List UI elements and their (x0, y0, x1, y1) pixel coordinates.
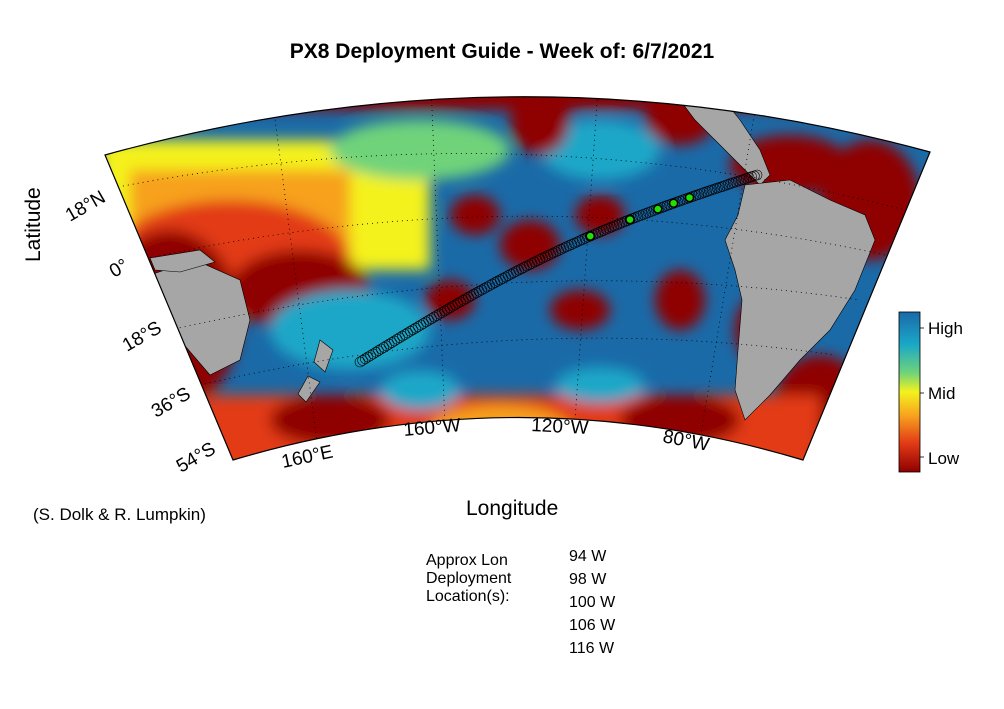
track-marker (457, 294, 469, 306)
deployment-marker (625, 214, 635, 225)
colorbar-label-mid: Mid (928, 384, 955, 403)
track-marker (574, 235, 586, 247)
deployment-location: 100 W (569, 594, 616, 611)
lat-tick-label: 18°S (119, 317, 165, 356)
track-marker (394, 332, 406, 344)
track-marker (566, 239, 578, 250)
track-marker (381, 340, 392, 352)
deployment-marker (653, 204, 663, 214)
colorbar-label-high: High (928, 319, 963, 338)
track-marker (386, 337, 398, 348)
deployment-location: 106 W (569, 617, 616, 634)
track-marker (396, 330, 408, 342)
track-marker (444, 302, 456, 314)
deployment-marker (585, 231, 596, 241)
track-marker (362, 351, 374, 363)
track-marker (598, 225, 609, 236)
deployment-list: 94 W 98 W 100 W 106 W 116 W (569, 545, 615, 660)
track-marker (426, 313, 437, 325)
deployment-location: 94 W (569, 548, 607, 565)
deployment-marker (668, 198, 679, 208)
track-marker (357, 355, 368, 366)
lat-tick-label: 36°S (148, 383, 194, 422)
track-marker (603, 222, 615, 234)
track-marker (436, 307, 448, 318)
track-marker (367, 348, 379, 360)
ocean-field (105, 96, 930, 461)
track-marker (434, 308, 445, 320)
track-marker (410, 322, 421, 334)
track-marker (439, 305, 451, 317)
colorbar-label-low: Low (928, 449, 960, 468)
track-marker (428, 311, 440, 323)
track-marker (449, 299, 461, 311)
track-marker (455, 296, 466, 308)
lon-tick-label: 160°W (403, 415, 462, 441)
track-marker (476, 284, 488, 296)
track-marker (373, 345, 384, 356)
lon-tick-label: 160°E (280, 442, 335, 473)
track-marker (441, 304, 453, 315)
ship-track (354, 169, 763, 368)
track-marker (584, 230, 596, 242)
land-masses (149, 96, 876, 421)
track-marker (751, 169, 763, 181)
track-marker (391, 333, 403, 345)
track-marker (481, 281, 493, 293)
lat-tick-label: 0° (106, 255, 132, 282)
track-marker (404, 325, 416, 337)
track-marker (465, 290, 477, 302)
lon-tick-label: 120°W (531, 415, 589, 439)
track-marker (558, 242, 570, 254)
track-marker (402, 327, 413, 339)
credit-text: (S. Dolk & R. Lumpkin) (33, 505, 206, 524)
deployment-location: 116 W (569, 640, 615, 657)
track-marker (375, 343, 387, 355)
lat-tick-label: 54°S (173, 438, 219, 477)
map-frame (104, 96, 931, 461)
track-marker (359, 353, 371, 365)
track-marker (595, 226, 607, 237)
track-marker (407, 324, 419, 336)
map-title: PX8 Deployment Guide - Week of: 6/7/2021 (289, 40, 715, 63)
deployment-marker (684, 192, 695, 203)
track-marker (354, 356, 366, 368)
track-marker (463, 291, 474, 303)
track-marker (569, 237, 580, 249)
track-marker (418, 318, 429, 329)
track-marker (547, 247, 559, 259)
track-marker (553, 245, 564, 256)
track-marker (370, 346, 382, 358)
x-axis-label: Longitude (466, 497, 559, 520)
track-marker (460, 293, 472, 305)
track-marker (365, 350, 376, 361)
track-marker (415, 319, 427, 331)
track-marker (412, 321, 424, 332)
colorbar (898, 311, 921, 473)
track-marker (571, 236, 583, 248)
track-marker (420, 316, 432, 328)
track-marker (452, 297, 464, 309)
track-marker (389, 335, 400, 347)
deployment-location: 98 W (569, 571, 607, 588)
track-marker (563, 240, 575, 251)
track-marker (614, 218, 625, 230)
deployment-label: Approx Lon Deployment Location(s): (426, 552, 512, 605)
track-marker (378, 342, 390, 353)
track-marker (399, 329, 411, 340)
track-marker (431, 310, 443, 321)
lat-tick-label: 18°N (62, 187, 109, 226)
track-marker (447, 300, 458, 312)
track-marker (561, 241, 572, 253)
y-axis-label: Latitude (22, 187, 45, 262)
track-marker (423, 314, 435, 326)
track-marker (383, 338, 395, 350)
